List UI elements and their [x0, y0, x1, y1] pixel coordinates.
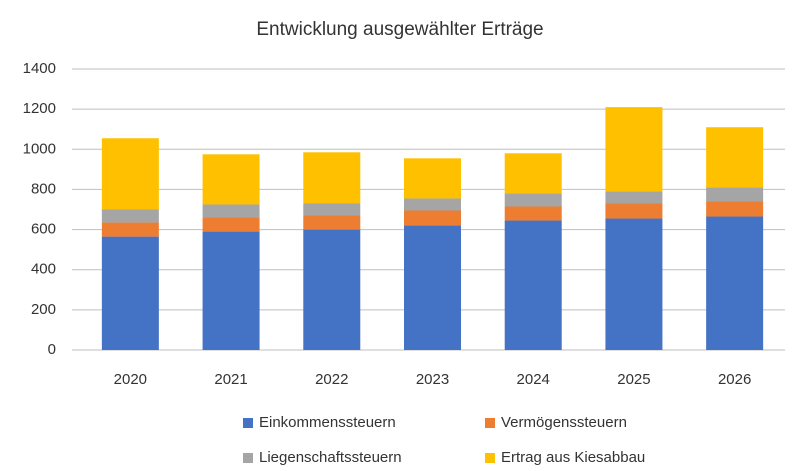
legend-label: Einkommenssteuern [259, 414, 396, 431]
x-tick-label: 2020 [114, 371, 147, 388]
legend-label: Vermögenssteuern [501, 414, 627, 431]
legend-label: Liegenschaftssteuern [259, 449, 402, 466]
bar-segment [504, 206, 562, 221]
bar-segment [706, 127, 764, 188]
bar-segment [202, 154, 260, 205]
y-tick-label: 1000 [23, 140, 56, 157]
bar-segment [303, 152, 361, 204]
x-tick-label: 2022 [315, 371, 348, 388]
legend-swatch [243, 418, 253, 428]
bar-segment [101, 209, 159, 223]
y-tick-label: 400 [31, 261, 56, 278]
bar-segment [706, 187, 764, 202]
y-tick-label: 0 [48, 341, 56, 358]
y-tick-label: 1400 [23, 60, 56, 77]
bar-segment [404, 210, 461, 226]
bar-segment [202, 217, 260, 232]
bar-segment [303, 215, 361, 230]
bar-segment [202, 231, 260, 350]
bar-segment [404, 225, 461, 350]
legend-swatch [485, 453, 495, 463]
bar-segment [605, 191, 663, 204]
legend-label: Ertrag aus Kiesabbau [501, 449, 645, 466]
legend-swatch [485, 418, 495, 428]
bar-segment [101, 138, 159, 210]
bar-segment [706, 216, 764, 350]
bar-segment [706, 201, 764, 217]
bar-segment [605, 203, 663, 219]
y-tick-label: 1200 [23, 100, 56, 117]
x-tick-label: 2025 [617, 371, 650, 388]
x-tick-label: 2023 [416, 371, 449, 388]
bar-segment [605, 218, 663, 350]
x-tick-label: 2024 [517, 371, 550, 388]
bar-segment [101, 222, 159, 237]
bar-segment [404, 198, 461, 211]
bar-segment [404, 158, 461, 199]
bar-segment [605, 107, 663, 192]
bar-segment [101, 236, 159, 350]
bar-segment [504, 193, 562, 207]
bar-segment [303, 203, 361, 216]
y-tick-label: 200 [31, 301, 56, 318]
chart-title: Entwicklung ausgewählter Erträge [256, 19, 543, 40]
x-tick-label: 2021 [214, 371, 247, 388]
bar-segment [504, 153, 562, 194]
bar-segment [303, 229, 361, 350]
y-tick-label: 800 [31, 180, 56, 197]
legend-swatch [243, 453, 253, 463]
bar-segment [504, 220, 562, 350]
bar-segment [202, 204, 260, 218]
x-tick-label: 2026 [718, 371, 751, 388]
y-tick-label: 600 [31, 221, 56, 238]
